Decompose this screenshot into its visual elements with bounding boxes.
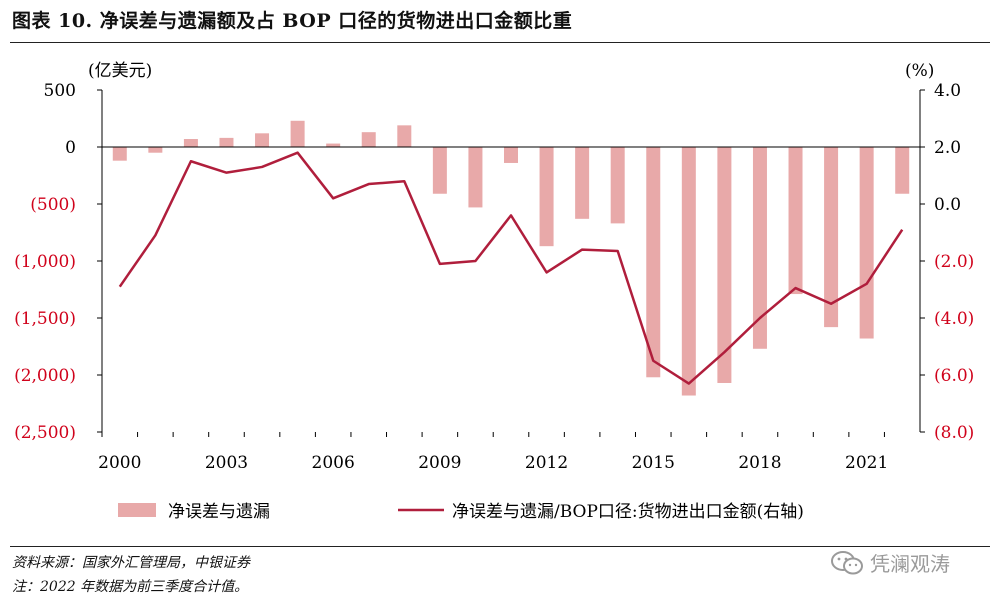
- bar-2020: [824, 147, 839, 328]
- title-rule: [10, 42, 990, 43]
- x-tick-label: 2018: [738, 453, 781, 473]
- left-tick-label: (2,000): [14, 366, 76, 386]
- left-tick-label: 500: [44, 81, 76, 101]
- bar-2009: [432, 147, 447, 194]
- bar-2012: [539, 147, 554, 247]
- bar-2008: [397, 125, 412, 147]
- left-tick-label: (1,000): [14, 252, 76, 272]
- bar-2010: [468, 147, 483, 208]
- bar-2015: [646, 147, 661, 378]
- bar-2003: [219, 137, 234, 147]
- bar-2001: [148, 147, 163, 153]
- bar-2016: [681, 147, 696, 396]
- bar-2021: [859, 147, 874, 339]
- x-tick-label: 2000: [98, 453, 141, 473]
- legend-bar-swatch: [118, 503, 156, 517]
- note-text: 注：2022 年数据为前三季度合计值。: [12, 579, 249, 595]
- right-tick-label: (8.0): [934, 423, 974, 443]
- left-tick-label: (1,500): [14, 309, 76, 329]
- watermark: 凭澜观涛: [830, 548, 950, 577]
- left-tick-label: (500): [30, 195, 76, 215]
- right-axis-unit: (%): [905, 61, 934, 81]
- x-tick-label: 2012: [525, 453, 568, 473]
- x-tick-label: 2006: [312, 453, 355, 473]
- bar-2005: [290, 120, 305, 147]
- footer-rule: [10, 546, 990, 547]
- watermark-text: 凭澜观涛: [870, 552, 950, 576]
- bar-2018: [752, 147, 767, 349]
- x-tick-label: 2003: [205, 453, 248, 473]
- bar-2014: [610, 147, 625, 224]
- chart-title: 图表 10. 净误差与遗漏额及占 BOP 口径的货物进出口金额比重: [12, 10, 573, 32]
- bar-2011: [504, 147, 518, 163]
- bar-2019: [788, 147, 803, 295]
- bar-2013: [575, 147, 590, 219]
- line-series: [118, 151, 904, 385]
- left-tick-label: 0: [65, 138, 76, 158]
- bar-2017: [717, 147, 732, 383]
- source-text: 资料来源：国家外汇管理局，中银证券: [12, 555, 250, 571]
- right-tick-label: 2.0: [934, 138, 961, 158]
- x-tick-label: 2015: [632, 453, 675, 473]
- left-tick-label: (2,500): [14, 423, 76, 443]
- bar-2022: [895, 147, 910, 194]
- right-tick-label: (6.0): [934, 366, 974, 386]
- bar-2002: [183, 139, 198, 147]
- right-tick-label: (4.0): [934, 309, 974, 329]
- right-tick-label: 0.0: [934, 195, 961, 215]
- wechat-icon: [831, 550, 863, 574]
- bar-2004: [255, 133, 270, 147]
- x-tick-label: 2009: [418, 453, 461, 473]
- legend-line-label: 净误差与遗漏/BOP口径:货物进出口金额(右轴): [452, 502, 804, 522]
- bar-2007: [361, 132, 376, 147]
- x-tick-label: 2021: [845, 453, 888, 473]
- combo-chart: 500 0 (500) (1,000) (1,500) (2,000) (2,500) 4.0…: [14, 61, 974, 522]
- right-tick-label: (2.0): [934, 252, 974, 272]
- legend-bar-label: 净误差与遗漏: [168, 502, 270, 522]
- bar-2006: [326, 143, 341, 147]
- left-axis-unit: (亿美元): [88, 61, 152, 81]
- bar-2000: [112, 147, 127, 161]
- right-tick-label: 4.0: [934, 81, 961, 101]
